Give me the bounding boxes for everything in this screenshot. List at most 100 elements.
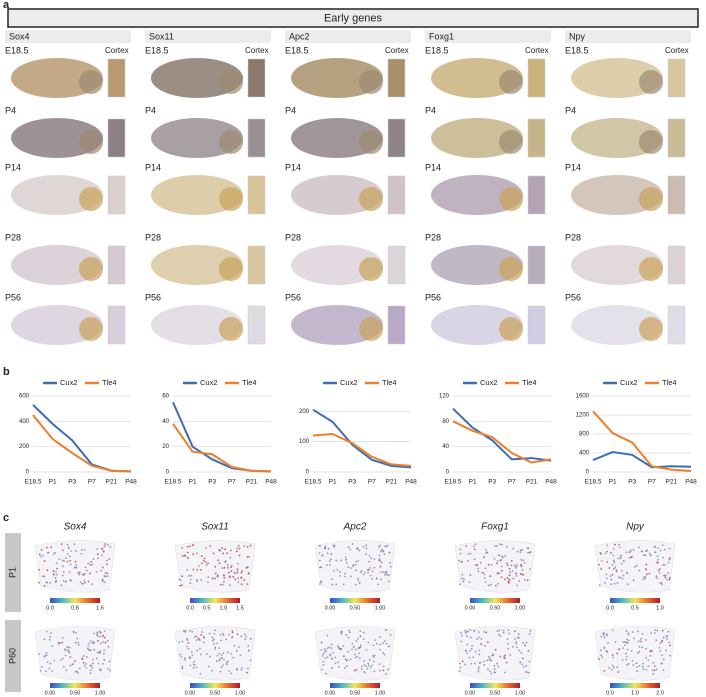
brain-image [291,245,383,285]
spot [378,663,381,666]
row-label: P60 [7,648,17,664]
spot [480,643,483,646]
spot [204,561,207,564]
spot [191,654,194,657]
spot [64,557,67,559]
spot [328,560,331,562]
spot [236,562,239,565]
spot [65,580,67,583]
y-tick-label: 0 [306,470,310,476]
spot [222,664,224,667]
cortex-image [387,305,406,345]
spot [638,546,640,549]
spot [462,578,465,581]
spot [499,655,502,658]
spot [190,574,193,577]
spot [462,580,465,583]
spot [630,556,633,559]
cerebellum [639,317,663,341]
spot [616,666,619,669]
spot [631,631,634,633]
spot [108,660,111,663]
spot [470,662,473,665]
spot [226,552,228,555]
cortex-image [387,118,406,158]
spot [648,572,651,575]
spot [606,544,609,547]
spot [96,651,99,654]
spot [197,637,200,640]
spot [106,572,109,575]
spot [49,662,52,665]
spot [232,576,235,578]
spot [384,545,386,548]
spot [359,646,362,648]
x-tick-label: P3 [488,479,496,486]
spot [222,652,225,655]
x-tick-label: P1 [329,479,337,486]
spot [233,644,236,647]
spot [102,652,105,655]
spot [380,561,383,564]
stage-label: P56 [5,292,21,302]
spot [223,574,225,577]
spot [519,661,522,664]
brain-image [151,118,243,158]
spot [236,547,238,550]
spot [363,671,366,674]
spot [105,559,108,562]
spot [74,560,77,563]
spot [478,649,481,652]
brain-image [11,118,103,158]
spot [186,545,189,548]
colorbar-label: 1.0 [631,690,639,696]
spot [352,646,355,648]
spot [618,576,620,579]
spot [472,545,475,548]
spot [378,636,381,638]
spot [382,669,385,672]
spot [600,560,603,562]
spot [109,669,112,672]
spot [77,671,79,674]
spot [248,649,250,652]
spot [502,631,505,634]
spot [612,554,615,557]
spot [498,572,501,575]
spot [347,650,349,653]
spot [39,555,42,558]
spot [199,647,201,650]
spot [657,569,660,572]
spot [185,637,188,640]
colorbar-label: 0.00 [465,690,476,696]
spot [374,639,376,642]
spot [351,543,354,545]
spot [524,644,526,647]
spot [613,582,616,585]
spot [498,554,501,557]
spot [382,642,384,645]
spot [498,629,501,632]
spot [504,578,506,581]
spot [65,669,68,671]
spot [74,660,76,663]
spot [617,671,620,673]
spot [485,631,488,634]
spot [528,660,531,663]
cerebellum [359,317,383,341]
spot [81,658,84,660]
spot [638,569,641,572]
spot [343,667,346,669]
spot [240,577,243,580]
spot [104,572,107,574]
spot [48,667,51,670]
spot [500,576,503,579]
header-title: Early genes [324,12,383,24]
spot [349,548,352,551]
y-tick-label: 600 [19,394,30,400]
spot [642,668,645,671]
spot [476,563,479,566]
x-tick-label: P48 [125,479,137,486]
brain-image [431,245,523,285]
spot [75,550,77,552]
